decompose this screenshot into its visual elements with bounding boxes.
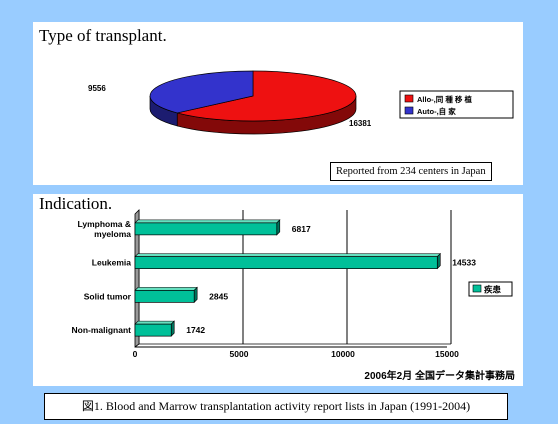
bar-category-label-0: Lymphoma & myeloma: [77, 219, 131, 239]
bar-chart: 6817 14533 2845 1742 Lymphoma & myeloma Leuke…: [72, 209, 513, 359]
pie-chart-title: Type of transplant.: [39, 26, 167, 45]
bar-value-label-1: 14533: [452, 258, 476, 268]
pie-legend-swatch-auto: [404, 106, 414, 115]
pie-legend-label-allo: Allo-,同 種 移 植: [417, 94, 472, 104]
x-tick-label-2: 10000: [331, 349, 355, 359]
bar-end-3: [170, 320, 175, 337]
bar-end-0: [276, 219, 281, 236]
bar-0: [134, 222, 278, 236]
bar-chart-panel: Indication. 6817 14533 2845 1742 Lymphoma &…: [33, 194, 523, 386]
bar-category-label-3: Non-malignant: [72, 325, 132, 335]
bar-end-1: [436, 252, 441, 270]
bar-top-1: [134, 253, 442, 257]
bar-chart-title: Indication.: [39, 194, 113, 213]
bar-top-0: [134, 219, 281, 224]
bar-2: [134, 290, 195, 303]
pie-chart: 16381 9556 Allo-,同 種 移 植 Auto-,自 家: [88, 70, 514, 135]
bar-value-label-2: 2845: [209, 291, 228, 301]
pie-value-label-allo: 16381: [349, 119, 372, 128]
bar-legend-label: 疾患: [484, 285, 502, 295]
bar-legend-swatch: [472, 284, 482, 293]
x-tick-label-1: 5000: [230, 349, 249, 359]
pie-source-note: Reported from 234 centers in Japan: [330, 162, 492, 181]
bar-category-label-2: Solid tumor: [84, 291, 132, 301]
pie-slice-1: [149, 70, 254, 114]
bar-top-3: [134, 320, 175, 325]
bar-end-2: [193, 286, 198, 304]
bar-3: [134, 323, 172, 337]
bar-1: [134, 256, 438, 269]
pie-value-label-auto: 9556: [88, 84, 106, 93]
pie-slice-0: [177, 70, 357, 122]
pie-chart-panel: Type of transplant. 16381 9556 Allo-,同 種 …: [33, 22, 523, 185]
bar-value-label-0: 6817: [292, 224, 311, 234]
pie-legend-box: [399, 90, 514, 119]
pie-legend-swatch-allo: [404, 94, 414, 103]
x-tick-label-3: 15000: [435, 349, 459, 359]
figure-caption: 図1. Blood and Marrow transplantation act…: [44, 393, 508, 420]
x-tick-label-0: 0: [133, 349, 138, 359]
bar-top-2: [134, 287, 198, 291]
pie-legend-label-auto: Auto-,自 家: [417, 106, 456, 116]
bar-value-label-3: 1742: [186, 325, 205, 335]
bar-category-label-1: Leukemia: [92, 258, 131, 268]
bar-source-note: 2006年2月 全国データ集計事務局: [364, 371, 515, 382]
